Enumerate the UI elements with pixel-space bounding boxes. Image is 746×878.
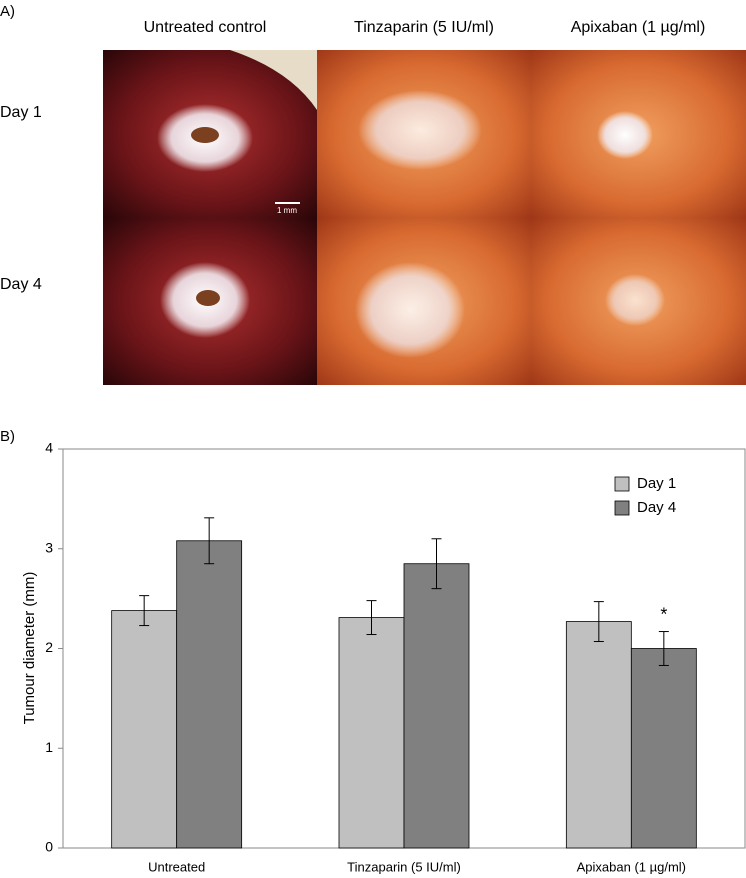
y-tick-label: 0 <box>45 839 53 855</box>
scale-bar-label: 1 mm <box>277 206 297 215</box>
error-bar <box>593 601 604 643</box>
y-tick-label: 4 <box>45 440 53 456</box>
panel-label: B) <box>0 428 15 445</box>
x-tick-label: Apixaban (1 µg/ml) <box>577 859 686 874</box>
photo-detail <box>355 262 465 358</box>
photo-detail <box>191 127 219 143</box>
row-label: Day 1 <box>0 104 42 121</box>
bar <box>338 617 405 849</box>
photo-detail <box>358 90 482 170</box>
column-label: Untreated control <box>144 19 267 36</box>
photo-detail <box>230 50 317 110</box>
photo-detail <box>196 290 220 306</box>
legend-label: Day 4 <box>637 499 676 516</box>
row-label: Day 4 <box>0 276 42 293</box>
error-bar <box>431 538 442 590</box>
y-tick-label: 2 <box>45 639 53 655</box>
x-tick-label: Tinzaparin (5 IU/ml) <box>347 859 461 874</box>
y-tick-label: 3 <box>45 539 53 555</box>
photo-detail <box>597 111 653 159</box>
bar <box>176 540 243 849</box>
column-label: Tinzaparin (5 IU/ml) <box>354 19 494 36</box>
column-label: Apixaban (1 µg/ml) <box>571 19 706 36</box>
bar <box>565 621 632 849</box>
error-bar <box>658 631 669 666</box>
panel-label: A) <box>0 3 15 20</box>
x-tick-label: Untreated <box>148 859 205 874</box>
bar <box>403 563 470 849</box>
photo-detail <box>605 274 665 326</box>
significance-mark: * <box>660 604 667 624</box>
error-bar <box>139 595 150 627</box>
legend-label: Day 1 <box>637 475 676 492</box>
bar <box>111 610 178 849</box>
legend-swatch <box>614 476 630 492</box>
y-axis-label: Tumour diameter (mm) <box>21 572 38 725</box>
bar <box>630 648 697 849</box>
legend-swatch <box>614 500 630 516</box>
photo-grid: 1 mm <box>103 50 746 385</box>
error-bar <box>204 517 215 565</box>
error-bar <box>366 600 377 636</box>
y-tick-label: 1 <box>45 739 53 755</box>
